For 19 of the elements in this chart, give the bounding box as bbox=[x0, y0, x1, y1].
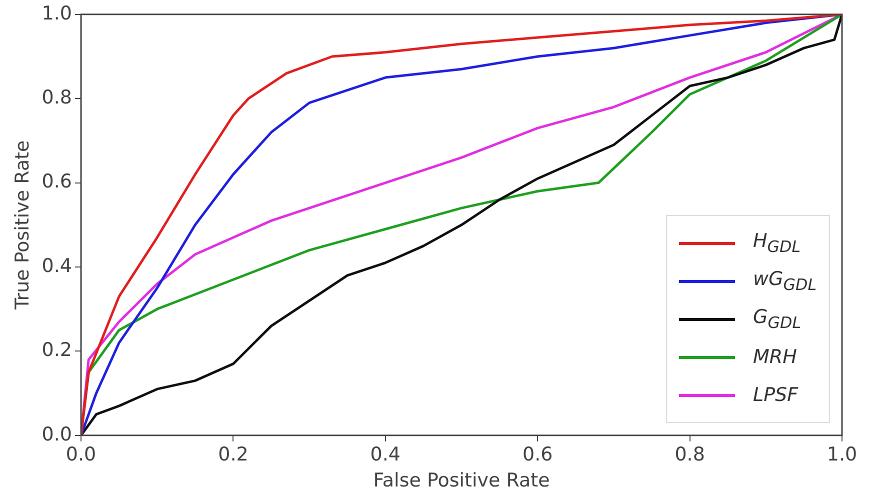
y-tick-label: 1.0 bbox=[42, 2, 72, 24]
y-tick-label: 0.2 bbox=[42, 339, 72, 362]
x-tick-label: 0.4 bbox=[370, 444, 401, 466]
y-tick-label: 0.4 bbox=[42, 254, 72, 277]
legend-label: H$_{GDL}$ bbox=[753, 230, 801, 256]
legend-label: MRH bbox=[753, 346, 797, 368]
y-tick-label: 0.8 bbox=[42, 86, 72, 109]
x-tick-label: 1.0 bbox=[826, 444, 858, 466]
y-tick-label: 0.0 bbox=[42, 423, 72, 446]
x-tick-label: 0.2 bbox=[218, 444, 248, 466]
x-axis-title: False Positive Rate bbox=[373, 470, 550, 492]
x-tick-label: 0.6 bbox=[522, 444, 553, 466]
x-tick-label: 0.0 bbox=[66, 444, 96, 466]
legend-label: G$_{GDL}$ bbox=[753, 306, 802, 332]
y-axis-title: True Positive Rate bbox=[11, 140, 34, 311]
y-tick-label: 0.6 bbox=[42, 170, 72, 193]
legend-label: LPSF bbox=[753, 384, 798, 406]
legend-label: wG$_{GDL}$ bbox=[753, 268, 817, 294]
x-tick-label: 0.8 bbox=[674, 444, 705, 466]
